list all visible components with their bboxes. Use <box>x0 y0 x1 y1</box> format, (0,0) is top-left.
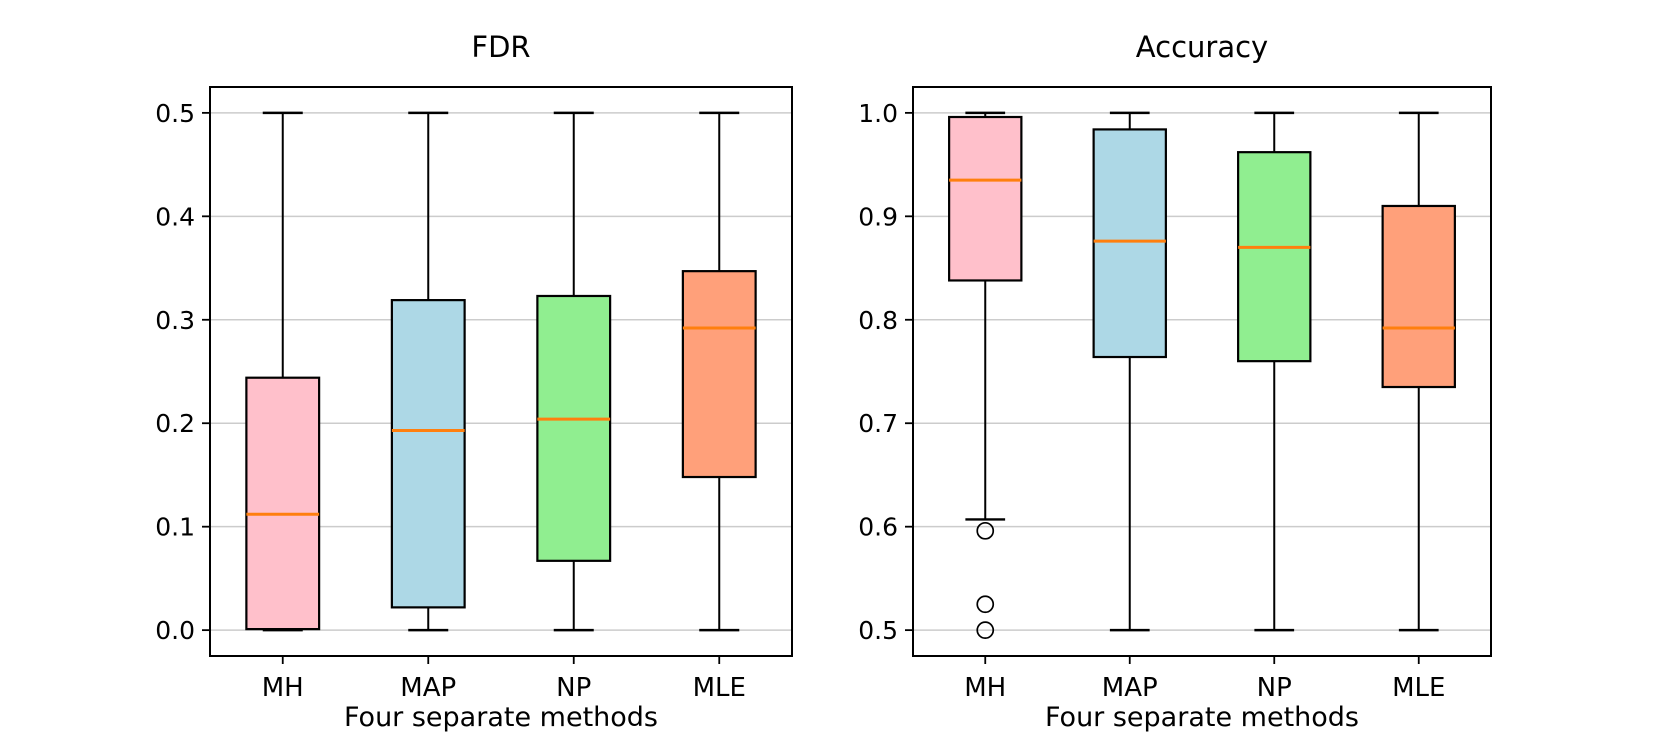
y-tick-label: 0.1 <box>155 513 195 542</box>
outlier-point <box>976 595 995 614</box>
x-tick-label: MLE <box>693 673 746 703</box>
boxplot-svg: 0.5 0.6 0.7 0.8 0.9 1.0 MH MAP NP MLE <box>858 86 1492 703</box>
box-NP <box>1237 111 1312 632</box>
box-NP <box>536 111 612 632</box>
x-tick-label: NP <box>556 673 591 703</box>
box-MAP <box>1092 111 1167 632</box>
box-MLE <box>681 111 757 632</box>
box-MAP <box>390 111 466 632</box>
box-rect <box>948 115 1023 282</box>
x-tick-label: MAP <box>1102 673 1158 703</box>
y-tick-label: 0.5 <box>858 616 898 645</box>
chart-title-fdr: FDR <box>471 30 531 64</box>
y-tick-label: 0.2 <box>155 409 195 438</box>
box-rect <box>390 299 466 609</box>
box-rect <box>1381 204 1456 389</box>
y-tick-label: 0.3 <box>155 306 195 335</box>
y-tick-label: 0.0 <box>155 616 195 645</box>
axes-frame <box>209 86 793 657</box>
plot-area-fdr: 0.0 0.1 0.2 0.3 0.4 0.5 MH MAP NP MLE <box>125 75 806 738</box>
x-axis-label-fdr: Four separate methods <box>343 702 658 733</box>
y-tick-label: 0.9 <box>858 202 898 231</box>
x-axis-label-accuracy: Four separate methods <box>1044 702 1359 733</box>
x-tick-label: NP <box>1257 673 1292 703</box>
axes-frame <box>912 86 1492 657</box>
box-rect <box>536 294 612 562</box>
y-tick-label: 0.7 <box>858 409 898 438</box>
plot-area-accuracy: 0.5 0.6 0.7 0.8 0.9 1.0 MH MAP NP MLE <box>828 75 1505 738</box>
y-tick-label: 0.8 <box>858 306 898 335</box>
box-rect <box>1092 128 1167 359</box>
y-tick-label: 0.4 <box>155 202 195 231</box>
box-rect <box>1237 151 1312 363</box>
box-rect <box>681 270 757 479</box>
x-tick-label: MAP <box>400 673 456 703</box>
box-MLE <box>1381 111 1456 632</box>
box-MH <box>948 111 1023 639</box>
chart-title-accuracy: Accuracy <box>1135 30 1269 64</box>
y-tick-label: 0.6 <box>858 513 898 542</box>
x-tick-label: MLE <box>1392 673 1445 703</box>
box-rect <box>245 376 321 631</box>
outlier-point <box>976 521 995 540</box>
outlier-point <box>976 621 995 639</box>
box-MH <box>245 111 321 632</box>
y-tick-label: 0.5 <box>155 99 195 128</box>
y-tick-label: 1.0 <box>858 99 898 128</box>
boxplot-svg: 0.0 0.1 0.2 0.3 0.4 0.5 MH MAP NP MLE <box>155 86 793 703</box>
x-tick-label: MH <box>964 673 1006 703</box>
x-tick-label: MH <box>262 673 304 703</box>
